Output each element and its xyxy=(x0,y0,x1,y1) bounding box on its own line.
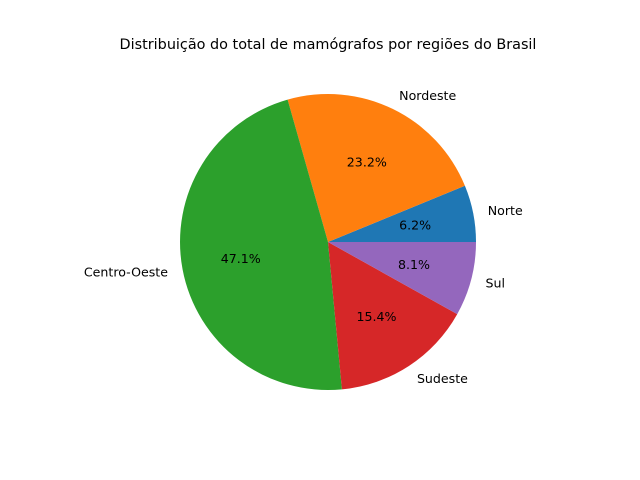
category-label-norte: Norte xyxy=(488,203,523,218)
pie-slice-sul xyxy=(328,242,476,315)
pct-label-norte: 6.2% xyxy=(399,217,431,232)
pie-slices xyxy=(180,93,476,390)
pct-label-nordeste: 23.2% xyxy=(347,155,387,170)
pie-slice-sudeste xyxy=(328,242,458,390)
chart-title: Distribuição do total de mamógrafos por … xyxy=(120,37,537,53)
pie-slice-nordeste xyxy=(287,93,465,242)
pct-label-sul: 8.1% xyxy=(398,257,430,272)
pct-label-centro-oeste: 47.1% xyxy=(221,251,261,266)
pie-slice-norte xyxy=(328,185,476,242)
category-label-centro-oeste: Centro-Oeste xyxy=(84,265,168,280)
pie-category-labels: Norte Nordeste Centro-Oeste Sudeste Sul xyxy=(84,88,523,386)
category-label-sul: Sul xyxy=(486,275,505,290)
pie-percent-labels: 6.2% 23.2% 47.1% 15.4% 8.1% xyxy=(221,155,431,324)
category-label-nordeste: Nordeste xyxy=(399,88,456,103)
category-label-sudeste: Sudeste xyxy=(417,371,468,386)
pie-slice-centro-oeste xyxy=(180,99,342,390)
pct-label-sudeste: 15.4% xyxy=(357,309,397,324)
